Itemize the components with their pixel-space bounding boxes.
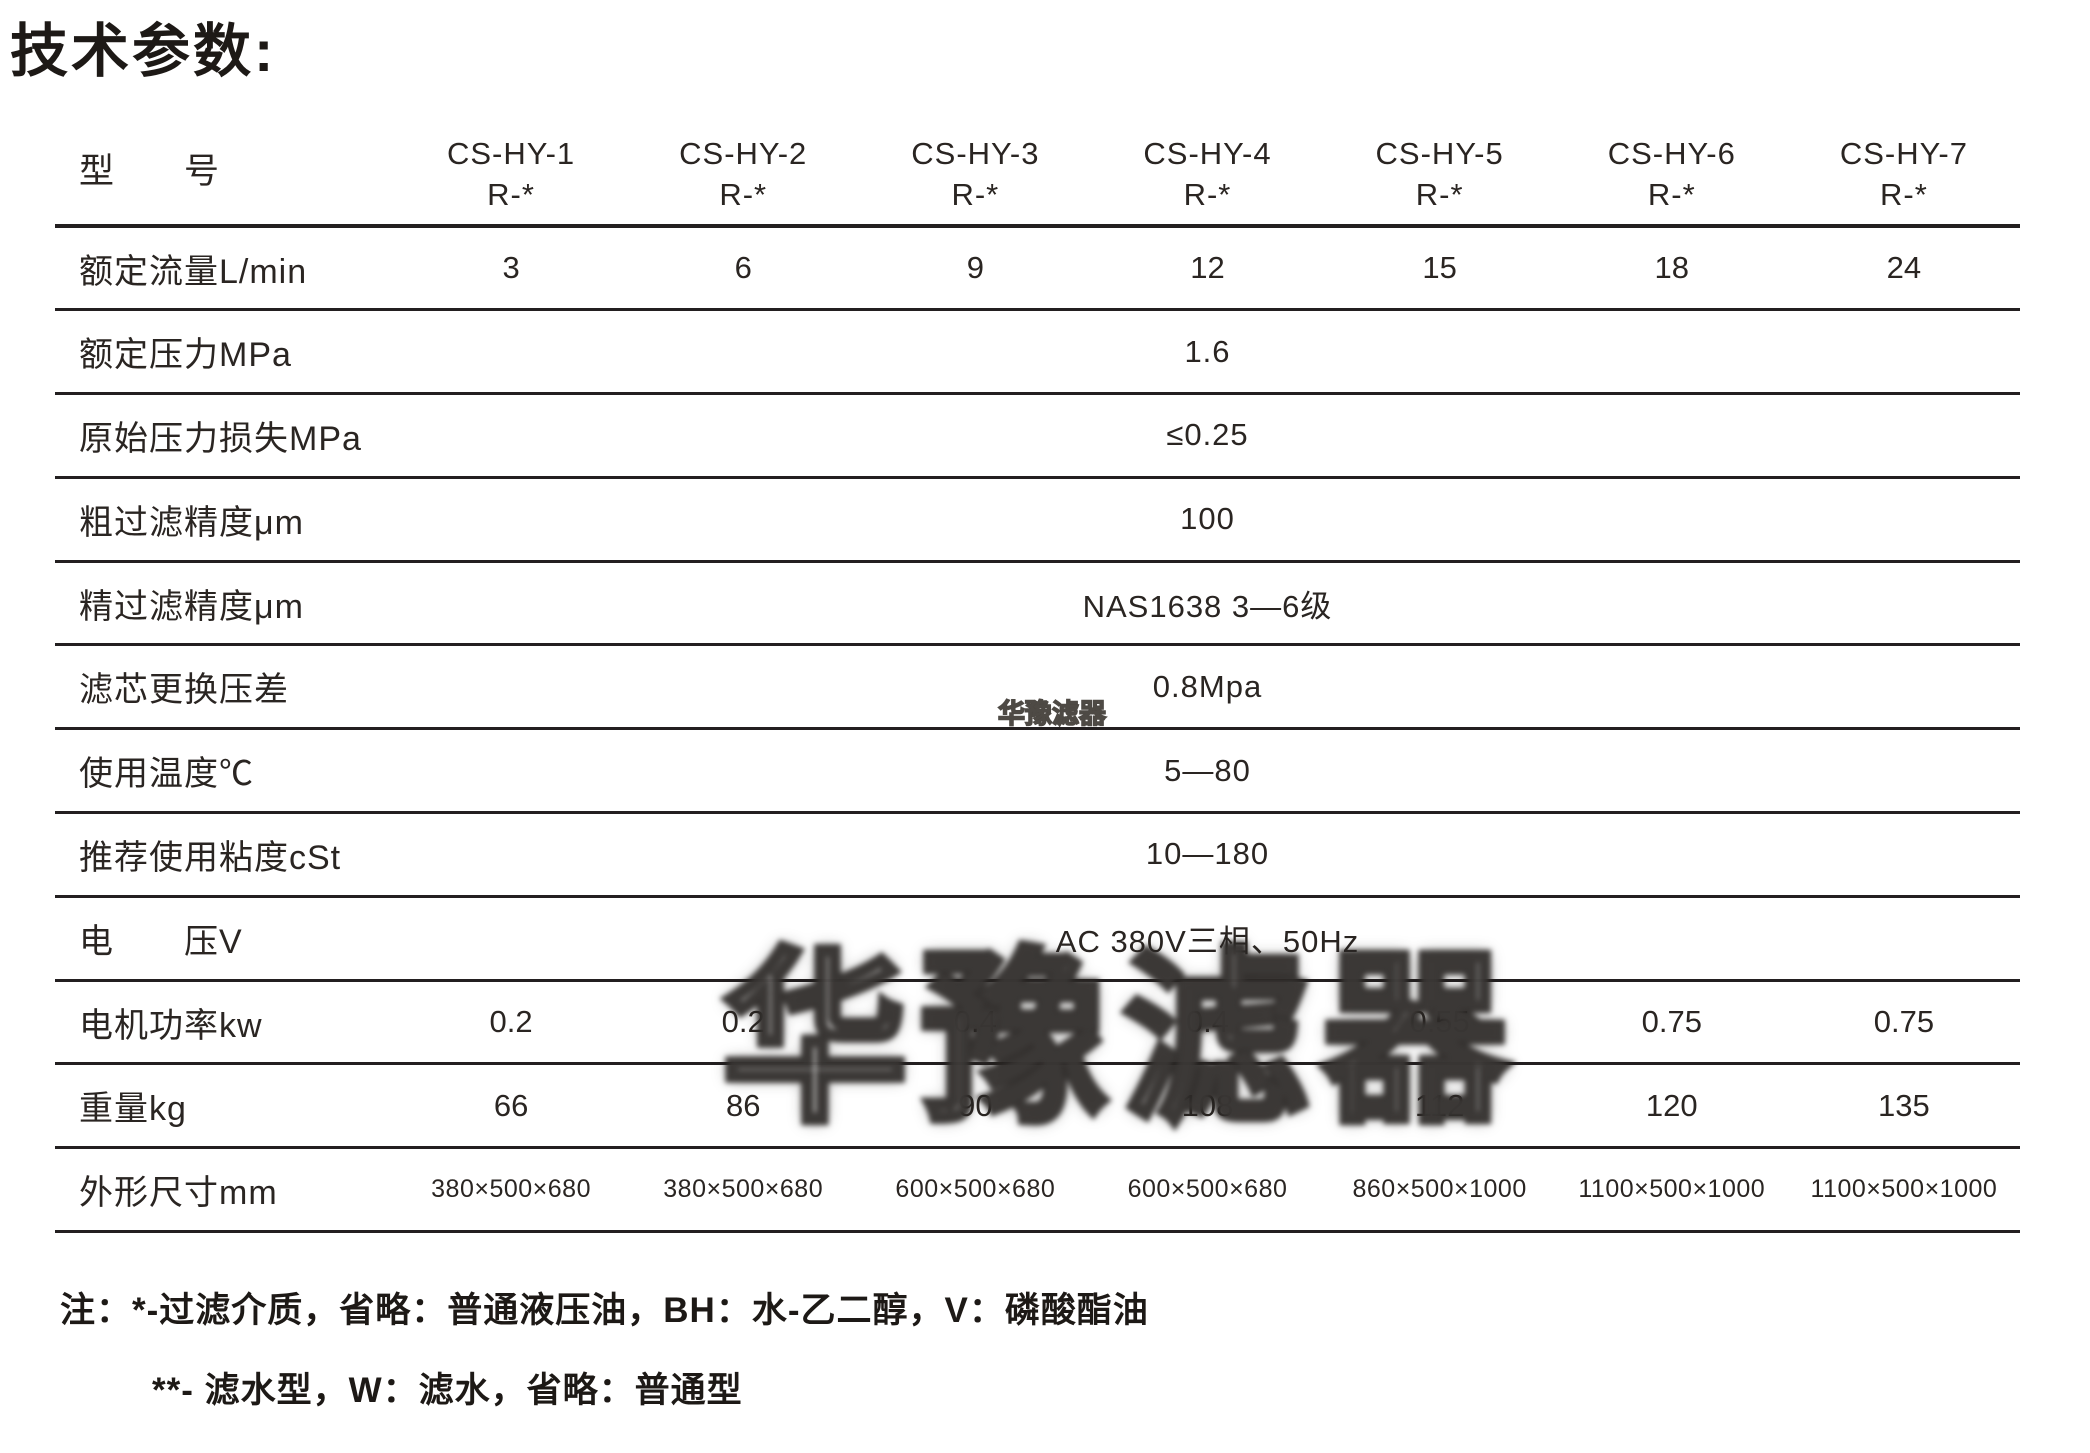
spec-value: 0.55: [1323, 980, 1556, 1066]
spec-row: 额定压力MPa 1.6: [55, 309, 2020, 396]
spec-row: 原始压力损失MPa ≤0.25: [55, 393, 2020, 479]
spec-value: 6: [627, 226, 860, 312]
spec-value: 24: [1787, 226, 2020, 312]
spec-row: 重量kg 66 86 90 108 112 120 135: [55, 1063, 2020, 1150]
spec-row: 精过滤精度μm NAS1638 3—6级: [55, 561, 2020, 647]
spec-table-body: 额定流量L/min 3 6 9 12 15 18 24 额定压力MPa 1.6 原始压力损失MPa ≤…: [55, 226, 2020, 1234]
row-label: 电 压V: [55, 896, 395, 982]
spec-value: 0.75: [1787, 980, 2020, 1066]
row-label: 额定流量L/min: [55, 226, 395, 312]
spec-row: 推荐使用粘度cSt 10—180: [55, 812, 2020, 898]
model-col-header: CS-HY-6 R-*: [1555, 112, 1788, 228]
row-label: 使用温度℃: [55, 728, 395, 815]
model-col-header: CS-HY-4 R-*: [1091, 112, 1324, 228]
model-variant-code: R-*: [1415, 177, 1464, 212]
note-line-2: **- 滤水型，W：滤水，省略：普通型: [152, 1371, 743, 1410]
spec-value: 18: [1555, 226, 1788, 312]
model-col-header: CS-HY-1 R-*: [395, 112, 628, 228]
spec-value-merged: 100: [395, 477, 2020, 563]
row-label: 外形尺寸mm: [55, 1147, 395, 1234]
spec-value: 600×500×680: [859, 1147, 1092, 1234]
spec-value: 90: [859, 1063, 1092, 1150]
spec-value-merged: NAS1638 3—6级: [395, 561, 2020, 647]
spec-value: 66: [395, 1063, 628, 1150]
row-label: 滤芯更换压差: [55, 644, 395, 731]
spec-value: 1100×500×1000: [1555, 1147, 1788, 1234]
row-label: 原始压力损失MPa: [55, 393, 395, 479]
model-col-header: CS-HY-3 R-*: [859, 112, 1092, 228]
model-header-row: 型 号 CS-HY-1 R-* CS-HY-2 R-* CS-HY-3 R-* CS-HY-…: [55, 112, 2020, 228]
model-variant-code: R-*: [487, 177, 535, 212]
spec-value: 600×500×680: [1091, 1147, 1324, 1234]
spec-value: 0.75: [1555, 980, 1788, 1066]
spec-value: 380×500×680: [627, 1147, 860, 1234]
spec-value-merged: AC 380V三相、50Hz: [395, 896, 2020, 982]
row-label: 推荐使用粘度cSt: [55, 812, 395, 898]
spec-value: 0.2: [627, 980, 860, 1066]
spec-value: 3: [395, 226, 628, 312]
model-name: CS-HY-7: [1839, 136, 1968, 171]
model-variant-code: R-*: [951, 177, 1000, 212]
model-name: CS-HY-4: [1143, 136, 1272, 171]
model-name: CS-HY-3: [911, 136, 1040, 171]
spec-row: 电机功率kw 0.2 0.2 0.4 0.4 0.55 0.75 0.75: [55, 980, 2020, 1066]
row-label: 精过滤精度μm: [55, 561, 395, 647]
spec-value-merged: 0.8Mpa: [395, 644, 2020, 731]
spec-value-merged: 5—80: [395, 728, 2020, 815]
row-label: 电机功率kw: [55, 980, 395, 1066]
model-variant-code: R-*: [1647, 177, 1696, 212]
note-line-1: 注：*-过滤介质，省略：普通液压油，BH：水-乙二醇，V：磷酸酯油: [60, 1291, 1149, 1330]
spec-value: 86: [627, 1063, 860, 1150]
spec-value: 0.2: [395, 980, 628, 1066]
model-name: CS-HY-5: [1375, 136, 1504, 171]
spec-value: 120: [1555, 1063, 1788, 1150]
model-variant-code: R-*: [719, 177, 768, 212]
spec-row: 使用温度℃ 5—80: [55, 728, 2020, 815]
model-name: CS-HY-1: [446, 136, 576, 171]
model-col-header: CS-HY-5 R-*: [1323, 112, 1556, 228]
spec-value-merged: 10—180: [395, 812, 2020, 898]
spec-value-merged: ≤0.25: [395, 393, 2020, 479]
spec-row: 滤芯更换压差 0.8Mpa: [55, 644, 2020, 731]
spec-value: 12: [1091, 226, 1324, 312]
spec-row: 额定流量L/min 3 6 9 12 15 18 24: [55, 226, 2020, 312]
spec-value: 1100×500×1000: [1787, 1147, 2020, 1234]
spec-value: 112: [1323, 1063, 1556, 1150]
row-label: 重量kg: [55, 1063, 395, 1150]
spec-value-merged: 1.6: [395, 309, 2020, 396]
model-col-header: CS-HY-7 R-*: [1787, 112, 2020, 228]
model-col-header: CS-HY-2 R-*: [627, 112, 860, 228]
row-label: 粗过滤精度μm: [55, 477, 395, 563]
spec-value: 9: [859, 226, 1092, 312]
spec-value: 0.4: [859, 980, 1092, 1066]
spec-value: 108: [1091, 1063, 1324, 1150]
spec-row: 外形尺寸mm 380×500×680 380×500×680 600×500×680 6…: [55, 1147, 2020, 1234]
spec-row: 电 压V AC 380V三相、50Hz: [55, 896, 2020, 982]
row-label: 额定压力MPa: [55, 309, 395, 396]
spec-value: 860×500×1000: [1323, 1147, 1556, 1234]
page-title: 技术参数:: [10, 19, 277, 84]
spec-value: 0.4: [1091, 980, 1324, 1066]
model-row-label: 型 号: [55, 112, 395, 228]
spec-value: 15: [1323, 226, 1556, 312]
spec-value: 380×500×680: [395, 1147, 628, 1234]
model-variant-code: R-*: [1183, 177, 1232, 212]
model-variant-code: R-*: [1880, 177, 1928, 212]
model-name: CS-HY-2: [679, 136, 808, 171]
spec-row: 粗过滤精度μm 100: [55, 477, 2020, 563]
technical-parameters-table: 型 号 CS-HY-1 R-* CS-HY-2 R-* CS-HY-3 R-* CS-HY-…: [55, 112, 2020, 1234]
model-name: CS-HY-6: [1607, 136, 1736, 171]
spec-value: 135: [1787, 1063, 2020, 1150]
